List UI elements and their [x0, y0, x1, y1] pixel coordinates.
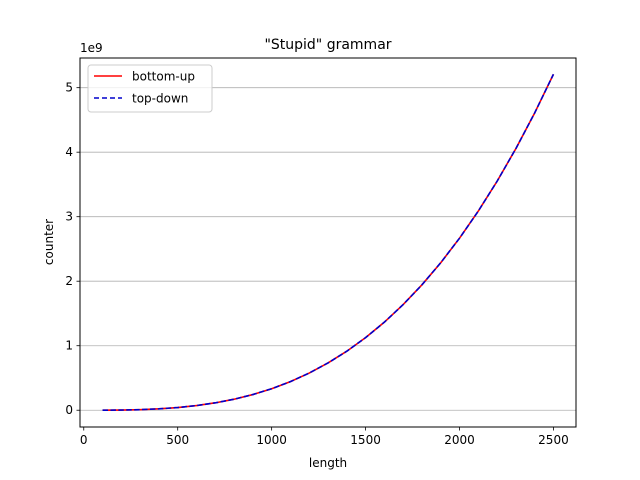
y-tick-label: 2	[65, 274, 73, 288]
y-tick-label: 4	[65, 145, 73, 159]
x-tick-label: 500	[166, 433, 189, 447]
x-tick-label: 2500	[538, 433, 569, 447]
chart-title: "Stupid" grammar	[264, 37, 391, 53]
y-gridlines	[80, 87, 576, 411]
x-axis-ticks: 0 500 1000 1500 2000 2500	[80, 427, 569, 447]
legend-label-bottom-up: bottom-up	[132, 70, 195, 84]
x-tick-label: 2000	[444, 433, 475, 447]
legend: bottom-up top-down	[87, 64, 213, 113]
y-tick-label: 0	[65, 403, 73, 417]
series-lines	[102, 73, 555, 412]
series-line-top-down	[102, 73, 555, 412]
x-tick-label: 1500	[350, 433, 381, 447]
legend-label-top-down: top-down	[132, 92, 188, 106]
y-axis-ticks: 0 1 2 3 4 5	[65, 81, 80, 417]
y-tick-label: 1	[65, 339, 73, 353]
x-tick-label: 1000	[256, 433, 287, 447]
y-tick-label: 3	[65, 210, 73, 224]
plot-frame	[79, 57, 577, 428]
x-axis-label: length	[309, 456, 347, 470]
x-tick-label: 0	[80, 433, 88, 447]
y-offset-label: 1e9	[80, 41, 103, 55]
y-tick-label: 5	[65, 81, 73, 95]
y-axis-label: counter	[42, 219, 56, 265]
